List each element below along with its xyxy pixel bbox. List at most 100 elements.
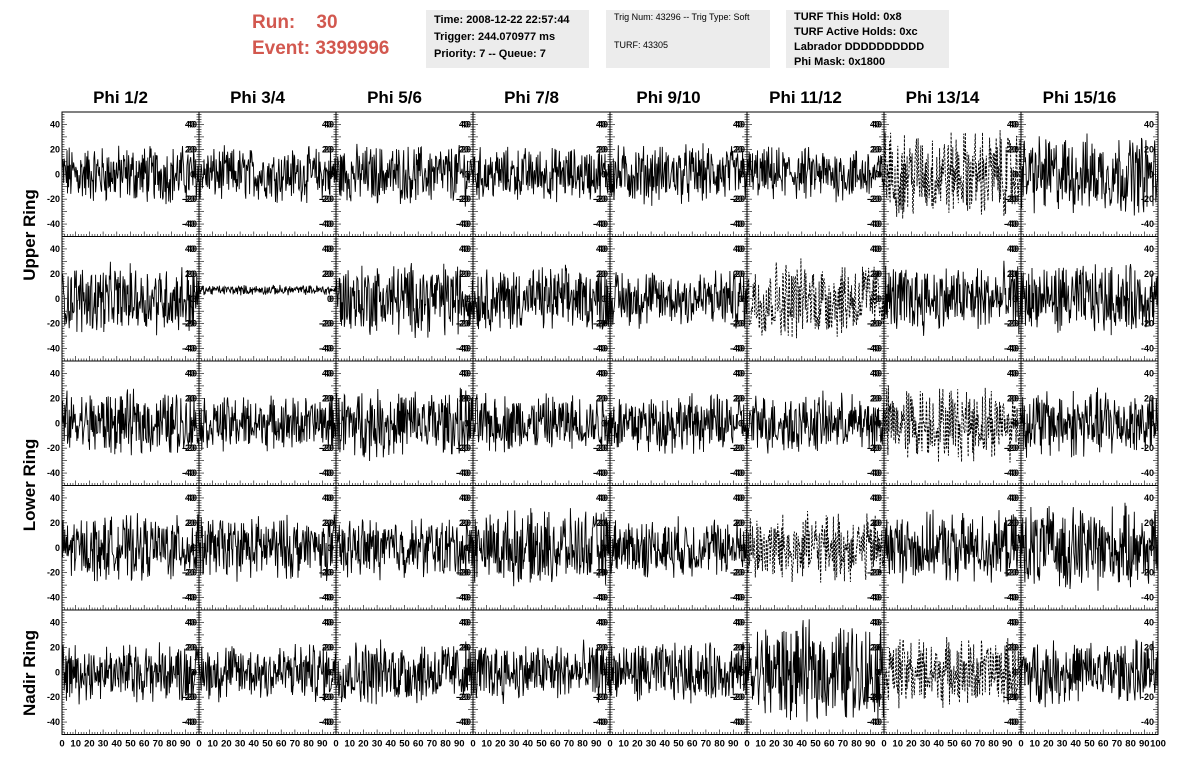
y-tick-label: 20 bbox=[872, 393, 882, 403]
y-tick-label: 20 bbox=[324, 144, 334, 154]
y-tick-label-right: -20 bbox=[456, 194, 469, 204]
y-tick-label: 20 bbox=[461, 393, 471, 403]
y-tick-label: -40 bbox=[47, 344, 60, 354]
col-head-phi-9-10: Phi 9/10 bbox=[636, 88, 701, 107]
waveform-trace-r3-c4 bbox=[609, 516, 748, 578]
y-tick-label: -20 bbox=[595, 443, 608, 453]
y-tick-label: 0 bbox=[740, 543, 745, 553]
y-tick-label-right: -40 bbox=[182, 344, 195, 354]
y-tick-label-right: -40 bbox=[730, 219, 743, 229]
waveform-trace-r0-c6 bbox=[883, 130, 1022, 219]
waveform-trace-r2-c3 bbox=[472, 392, 611, 453]
y-tick-label-right: 0 bbox=[1149, 294, 1154, 304]
y-tick-label: -40 bbox=[1006, 468, 1019, 478]
y-tick-label: 0 bbox=[740, 418, 745, 428]
run-row: Run: 30 bbox=[252, 10, 389, 36]
y-tick-label: 40 bbox=[735, 119, 745, 129]
col-head-phi-15-16: Phi 15/16 bbox=[1042, 88, 1117, 107]
y-tick-label-right: 20 bbox=[1144, 144, 1154, 154]
trigger-line: Trigger: 244.070977 ms bbox=[434, 31, 556, 43]
y-tick-label: 0 bbox=[1014, 169, 1019, 179]
run-label: Run: bbox=[252, 12, 296, 33]
y-tick-label-right: 0 bbox=[875, 294, 880, 304]
waveform-trace-r1-c4 bbox=[609, 270, 748, 329]
y-tick-label-right: 20 bbox=[322, 393, 332, 403]
y-tick-label-right: 20 bbox=[185, 269, 195, 279]
col-head-phi-5-6: Phi 5/6 bbox=[367, 88, 422, 107]
y-tick-label: -20 bbox=[732, 568, 745, 578]
waveform-trace-r0-c1 bbox=[198, 145, 337, 204]
y-tick-label-right: -40 bbox=[456, 344, 469, 354]
y-tick-label-right: -20 bbox=[867, 319, 880, 329]
y-tick-label: -40 bbox=[184, 593, 197, 603]
y-tick-label: -40 bbox=[732, 593, 745, 603]
y-tick-label-right: -20 bbox=[319, 319, 332, 329]
y-tick-label-right: 0 bbox=[327, 543, 332, 553]
y-tick-label: -40 bbox=[732, 219, 745, 229]
y-tick-label-right: -20 bbox=[1004, 194, 1017, 204]
y-tick-label-right: -40 bbox=[1004, 344, 1017, 354]
y-tick-label: -20 bbox=[184, 568, 197, 578]
y-tick-label-right: 0 bbox=[1012, 294, 1017, 304]
y-tick-label-right: 40 bbox=[1007, 119, 1017, 129]
y-tick-label: 20 bbox=[598, 393, 608, 403]
y-tick-label-right: 40 bbox=[596, 119, 606, 129]
y-tick-label: -20 bbox=[321, 319, 334, 329]
waveform-trace-r2-c7 bbox=[1020, 387, 1159, 458]
y-tick-label: 0 bbox=[877, 418, 882, 428]
y-tick-label: 40 bbox=[324, 368, 334, 378]
y-tick-label-right: -20 bbox=[319, 443, 332, 453]
y-tick-label: -40 bbox=[458, 468, 471, 478]
y-tick-label-right: 40 bbox=[322, 244, 332, 254]
y-tick-label-right: -40 bbox=[730, 468, 743, 478]
y-tick-label-right: 0 bbox=[738, 294, 743, 304]
y-tick-label-right: 40 bbox=[185, 493, 195, 503]
y-tick-label-right: 20 bbox=[596, 393, 606, 403]
y-tick-label-right: -20 bbox=[319, 194, 332, 204]
y-tick-label-right: 40 bbox=[185, 119, 195, 129]
y-tick-label: 20 bbox=[1009, 144, 1019, 154]
y-tick-label: -40 bbox=[184, 344, 197, 354]
waveform-trace-r0-c3 bbox=[472, 146, 611, 203]
waveform-trace-r1-c3 bbox=[472, 264, 611, 332]
y-tick-label-right: 20 bbox=[733, 144, 743, 154]
y-tick-label: -40 bbox=[869, 219, 882, 229]
y-tick-label-right: 0 bbox=[601, 418, 606, 428]
trigger-info-box: Trig Num: 43296 -- Trig Type: Soft TURF:… bbox=[606, 10, 770, 68]
waveform-trace-r2-c5 bbox=[746, 390, 885, 454]
y-tick-label-right: -20 bbox=[456, 568, 469, 578]
col-head-phi-11-12: Phi 11/12 bbox=[769, 88, 842, 107]
y-tick-label-right: 0 bbox=[327, 294, 332, 304]
y-tick-label: 40 bbox=[872, 119, 882, 129]
y-tick-label-right: -20 bbox=[182, 319, 195, 329]
y-tick-label: 40 bbox=[1009, 368, 1019, 378]
y-tick-label: -40 bbox=[184, 468, 197, 478]
y-tick-label-right: 0 bbox=[875, 169, 880, 179]
time-line: Time: 2008-12-22 22:57:44 bbox=[434, 14, 570, 26]
y-tick-label: -40 bbox=[47, 468, 60, 478]
y-tick-label-right: 40 bbox=[459, 493, 469, 503]
waveform-trace-r0-c7 bbox=[1020, 133, 1159, 216]
y-tick-label-right: 20 bbox=[1007, 393, 1017, 403]
y-tick-label-right: -40 bbox=[456, 593, 469, 603]
waveform-trace-r1-c5 bbox=[746, 258, 885, 339]
waveform-trace-r2-c4 bbox=[609, 393, 748, 454]
y-tick-label: 0 bbox=[877, 294, 882, 304]
y-tick-label: -20 bbox=[184, 194, 197, 204]
y-tick-label-right: 40 bbox=[596, 368, 606, 378]
y-tick-label: 20 bbox=[50, 518, 60, 528]
y-tick-label: 0 bbox=[55, 294, 60, 304]
y-tick-label: 20 bbox=[324, 518, 334, 528]
y-tick-label-right: 40 bbox=[733, 493, 743, 503]
y-tick-label: 0 bbox=[329, 294, 334, 304]
y-tick-label: 40 bbox=[735, 244, 745, 254]
y-tick-label-right: -40 bbox=[456, 219, 469, 229]
y-tick-label: 0 bbox=[192, 294, 197, 304]
y-tick-label: 20 bbox=[735, 393, 745, 403]
y-tick-label-right: -40 bbox=[867, 468, 880, 478]
col-head-phi-7-8: Phi 7/8 bbox=[504, 88, 559, 107]
y-tick-label-right: 0 bbox=[190, 418, 195, 428]
y-tick-label: 0 bbox=[1014, 294, 1019, 304]
y-tick-label: -40 bbox=[869, 344, 882, 354]
y-tick-label: 20 bbox=[461, 518, 471, 528]
